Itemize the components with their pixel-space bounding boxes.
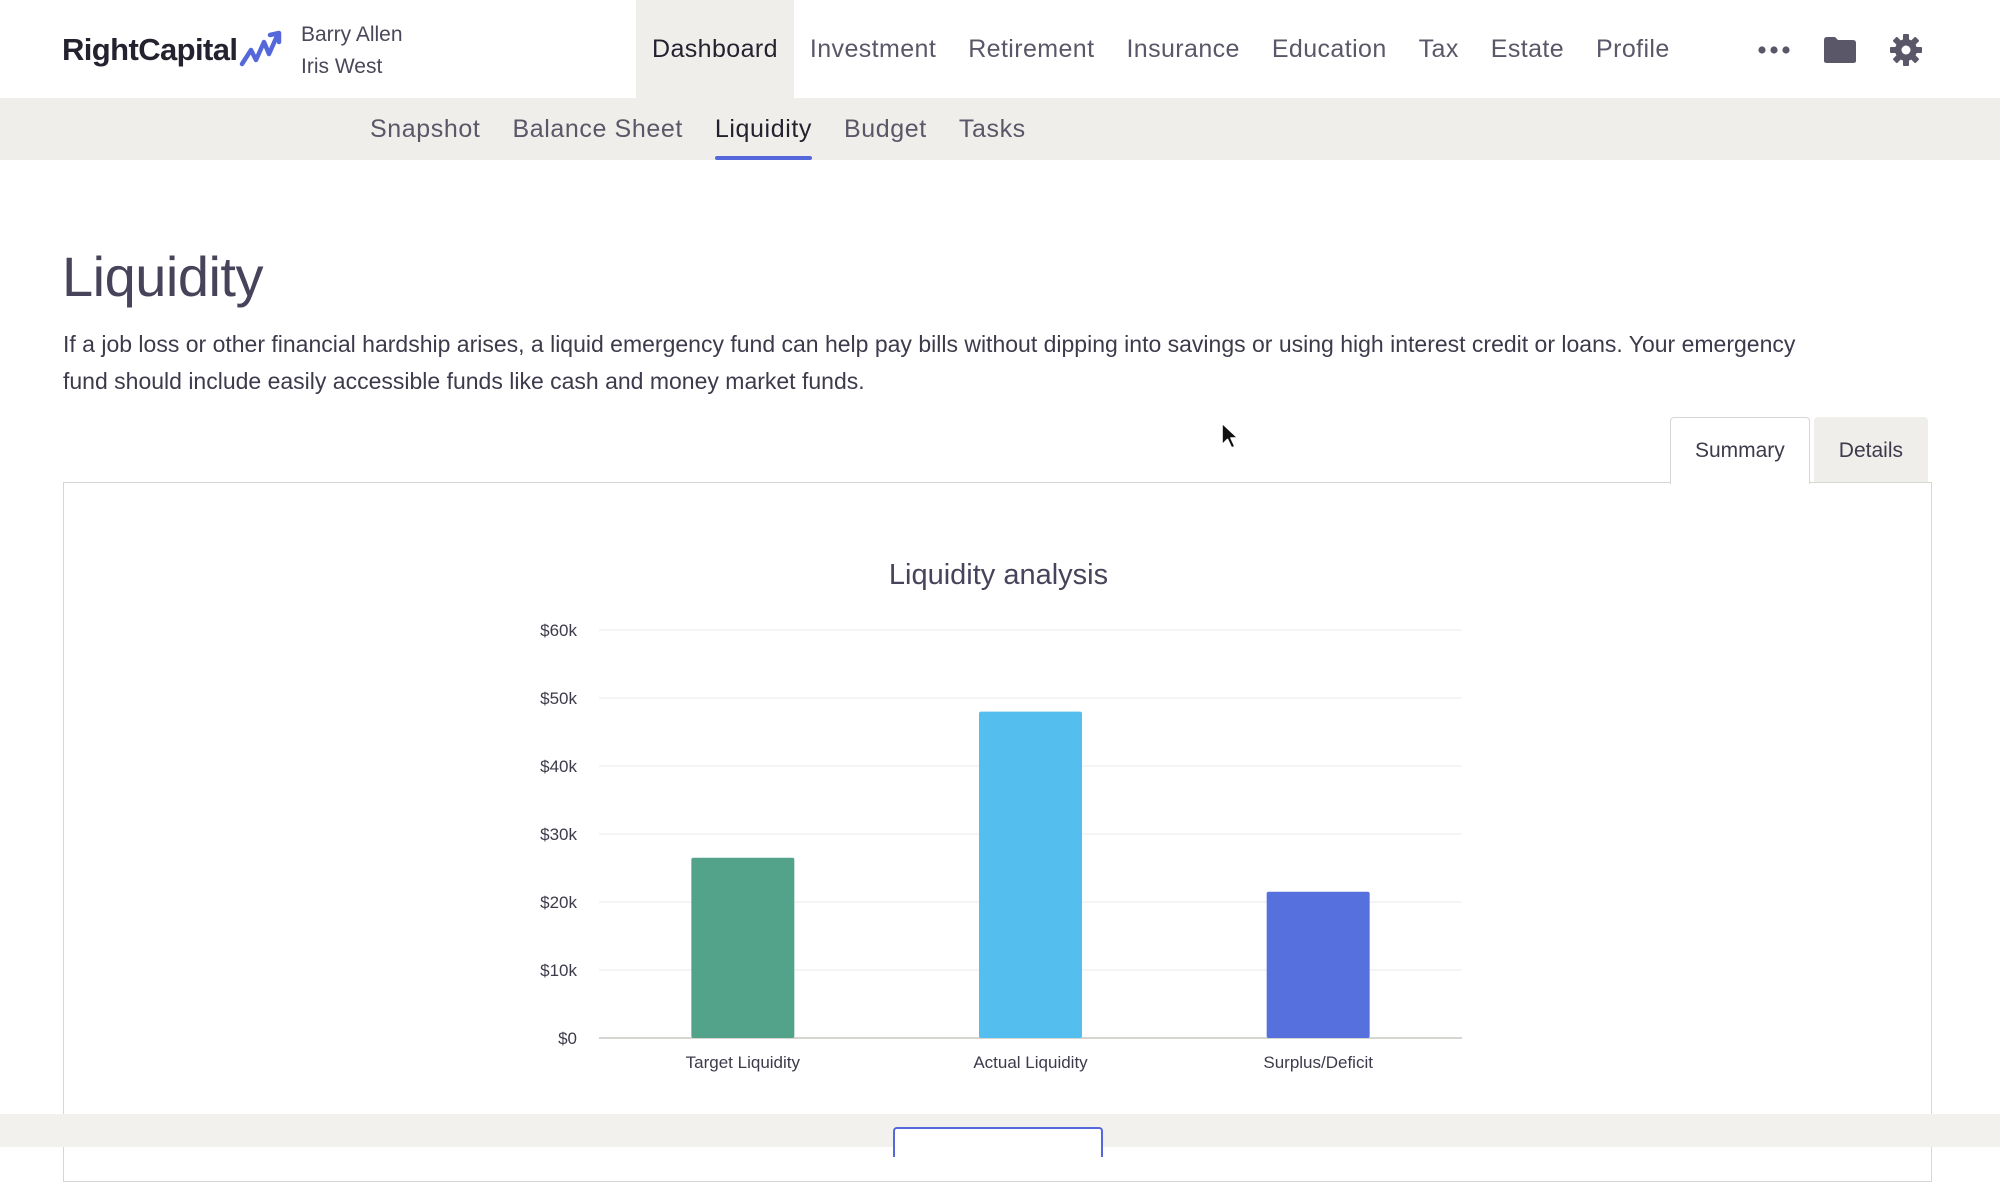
tab-details[interactable]: Details	[1813, 417, 1928, 483]
nav-label: Dashboard	[652, 34, 778, 63]
chart-title: Liquidity analysis	[888, 559, 1109, 591]
mouse-cursor-icon	[1221, 422, 1239, 449]
logo-text: RightCapital	[62, 32, 238, 67]
nav-investment[interactable]: Investment	[794, 0, 952, 98]
nav-label: Tax	[1418, 34, 1459, 63]
tab-label: Summary	[1694, 439, 1785, 462]
page-title: Liquidity	[62, 245, 263, 308]
y-tick-label: $50k	[540, 689, 577, 708]
client-names[interactable]: Barry Allen Iris West	[301, 19, 403, 83]
subnav-budget[interactable]: Budget	[828, 98, 943, 160]
bottom-action-button[interactable]	[893, 1127, 1103, 1157]
more-icon[interactable]	[1756, 32, 1792, 68]
x-category-label: Target Liquidity	[686, 1053, 801, 1072]
y-tick-label: $10k	[540, 961, 577, 980]
subnav-balance-sheet[interactable]: Balance Sheet	[496, 98, 698, 160]
top-header: RightCapital Barry Allen Iris West Dashb…	[0, 0, 2000, 98]
subnav-liquidity[interactable]: Liquidity	[699, 98, 828, 160]
subnav-tasks[interactable]: Tasks	[943, 98, 1042, 160]
liquidity-bar-chart: $0 $10k $20k $30k $40k $50k $60k Target Liquidi…	[540, 621, 1462, 1072]
x-category-label: Actual Liquidity	[973, 1053, 1088, 1072]
header-icons	[1756, 28, 1924, 72]
sub-nav: Snapshot Balance Sheet Liquidity Budget …	[354, 98, 1042, 160]
page-description: If a job loss or other financial hardshi…	[63, 331, 1796, 394]
client-name-2: Iris West	[301, 55, 383, 78]
nav-label: Estate	[1490, 34, 1565, 63]
chart-panel: Liquidity analysis $0 $10k $20k $30k $40k $50…	[63, 482, 1932, 1182]
subnav-label: Budget	[844, 114, 927, 143]
logo-arrow-icon	[240, 30, 282, 67]
subnav-label: Balance Sheet	[512, 114, 683, 143]
nav-dashboard[interactable]: Dashboard	[636, 0, 794, 98]
tab-summary[interactable]: Summary	[1669, 417, 1810, 484]
nav-label: Education	[1271, 34, 1387, 63]
subnav-label: Liquidity	[714, 114, 813, 143]
subnav-label: Tasks	[958, 114, 1026, 143]
client-name-1: Barry Allen	[301, 23, 403, 46]
y-tick-label: $0	[558, 1029, 577, 1048]
bar-actual-liquidity	[979, 711, 1082, 1038]
subnav-label: Snapshot	[370, 114, 481, 143]
subnav-snapshot[interactable]: Snapshot	[354, 98, 496, 160]
view-tabs: Summary Details	[1669, 417, 1928, 484]
main-nav: Dashboard Investment Retirement Insuranc…	[636, 0, 1686, 98]
nav-profile[interactable]: Profile	[1580, 0, 1686, 98]
logo[interactable]: RightCapital	[62, 30, 283, 70]
bar-target-liquidity	[691, 857, 795, 1038]
y-tick-label: $20k	[540, 893, 577, 912]
nav-label: Investment	[809, 34, 937, 63]
sub-nav-bar: Snapshot Balance Sheet Liquidity Budget …	[0, 98, 2000, 160]
nav-retirement[interactable]: Retirement	[952, 0, 1110, 98]
nav-label: Insurance	[1126, 34, 1240, 63]
bar-surplus-deficit	[1266, 891, 1370, 1038]
nav-tax[interactable]: Tax	[1403, 0, 1475, 98]
tab-label: Details	[1838, 438, 1903, 462]
y-tick-label: $60k	[540, 621, 577, 640]
nav-estate[interactable]: Estate	[1475, 0, 1580, 98]
nav-label: Profile	[1596, 34, 1670, 63]
nav-education[interactable]: Education	[1256, 0, 1403, 98]
y-tick-label: $30k	[540, 825, 577, 844]
y-tick-label: $40k	[540, 757, 577, 776]
nav-insurance[interactable]: Insurance	[1110, 0, 1255, 98]
folder-icon[interactable]	[1822, 32, 1858, 68]
x-category-label: Surplus/Deficit	[1263, 1053, 1373, 1072]
gear-icon[interactable]	[1888, 32, 1924, 68]
nav-label: Retirement	[968, 34, 1095, 63]
